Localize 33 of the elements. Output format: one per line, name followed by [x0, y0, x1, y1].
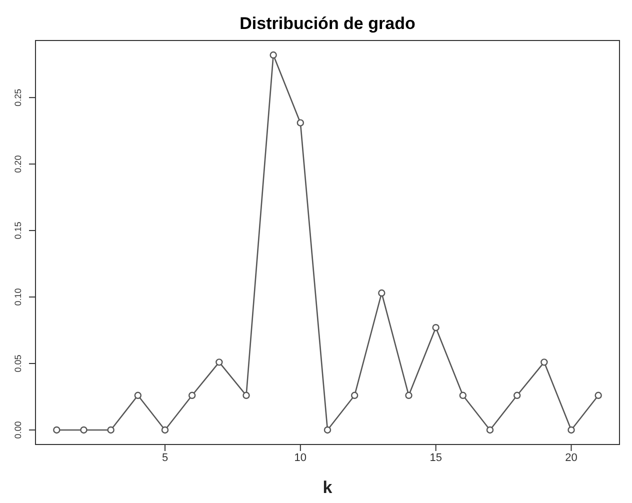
- point: [432, 324, 440, 332]
- x-tick-label: 20: [565, 452, 578, 464]
- x-tick-label: 10: [294, 452, 307, 464]
- point: [378, 289, 386, 297]
- point: [350, 392, 358, 400]
- point: [188, 392, 196, 400]
- point: [134, 392, 142, 400]
- point: [540, 358, 548, 366]
- point: [459, 392, 467, 400]
- y-tick-label: 0.15: [13, 222, 23, 240]
- x-tick-label: 5: [162, 452, 168, 464]
- y-tick-label: 0.00: [13, 421, 23, 439]
- point: [216, 358, 223, 366]
- point: [161, 426, 169, 434]
- y-tick-label: 0.25: [13, 88, 23, 106]
- point: [568, 426, 575, 434]
- point: [486, 426, 494, 434]
- point: [405, 392, 412, 400]
- x-axis-title: k: [322, 478, 333, 497]
- point: [270, 51, 277, 59]
- point: [242, 392, 250, 400]
- point: [107, 426, 114, 434]
- point: [53, 426, 60, 434]
- y-tick-label: 0.05: [13, 354, 23, 372]
- chart-title: Distribución de grado: [238, 14, 416, 34]
- point: [594, 392, 602, 400]
- point: [80, 426, 88, 434]
- point: [296, 119, 304, 126]
- y-tick-label: 0.10: [13, 288, 23, 306]
- x-tick-label: 15: [430, 452, 442, 464]
- y-tick-label: 0.20: [13, 155, 23, 173]
- point: [324, 426, 332, 434]
- point: [513, 392, 521, 400]
